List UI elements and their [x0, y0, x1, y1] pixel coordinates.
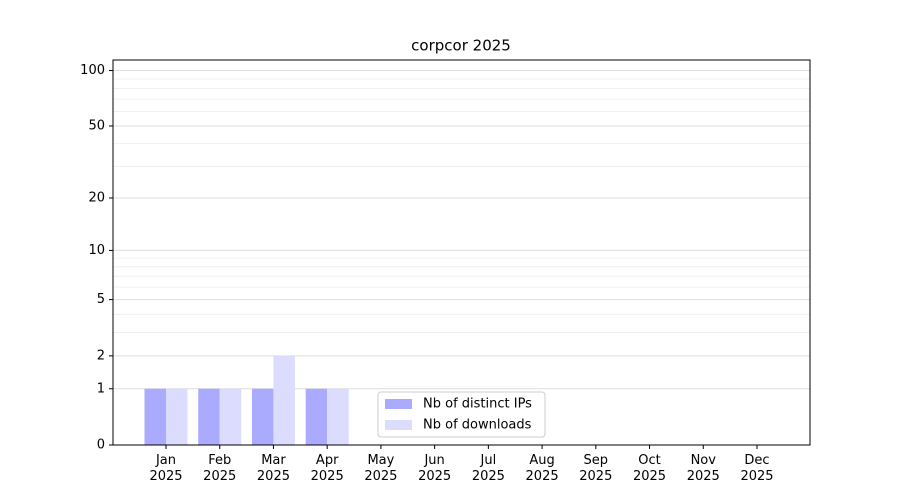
bar: [219, 388, 242, 445]
bar: [305, 388, 328, 445]
x-tick-label: Oct 2025: [632, 453, 667, 484]
y-tick-label: 5: [97, 292, 105, 307]
y-tick-label: 50: [88, 118, 105, 133]
y-tick-label: 20: [88, 190, 105, 205]
chart-title: corpcor 2025: [411, 37, 511, 55]
bar: [251, 388, 274, 445]
x-tick-label: Dec 2025: [740, 453, 774, 484]
legend-swatch: [385, 420, 412, 430]
x-tick-label: Mar 2025: [256, 453, 290, 484]
legend-label: Nb of distinct IPs: [423, 397, 532, 412]
bar: [273, 355, 295, 445]
bar: [166, 388, 188, 445]
x-tick-label: Nov 2025: [686, 453, 720, 484]
legend: Nb of distinct IPs Nb of downloads: [377, 391, 546, 438]
y-tick-label: 1: [97, 381, 105, 396]
bar: [198, 388, 220, 445]
y-tick-label: 10: [88, 243, 105, 258]
x-tick-label: Aug 2025: [525, 453, 559, 484]
y-tick-label: 2: [97, 348, 105, 363]
legend-label: Nb of downloads: [423, 418, 532, 433]
bar: [144, 388, 166, 445]
bar: [327, 388, 349, 445]
x-tick-label: Jun 2025: [418, 453, 452, 484]
x-tick-label: Jul 2025: [471, 453, 505, 484]
x-tick-label: Apr 2025: [310, 453, 344, 484]
x-tick-label: May 2025: [364, 453, 398, 484]
y-tick-label: 0: [97, 438, 105, 453]
legend-swatch: [385, 399, 412, 409]
y-tick-label: 100: [80, 63, 105, 78]
plot-frame: [112, 59, 811, 446]
legend-frame: [377, 391, 546, 438]
x-tick-label: Feb 2025: [203, 453, 237, 484]
x-tick-label: Sep 2025: [579, 453, 613, 484]
x-tick-label: Jan 2025: [149, 453, 183, 484]
